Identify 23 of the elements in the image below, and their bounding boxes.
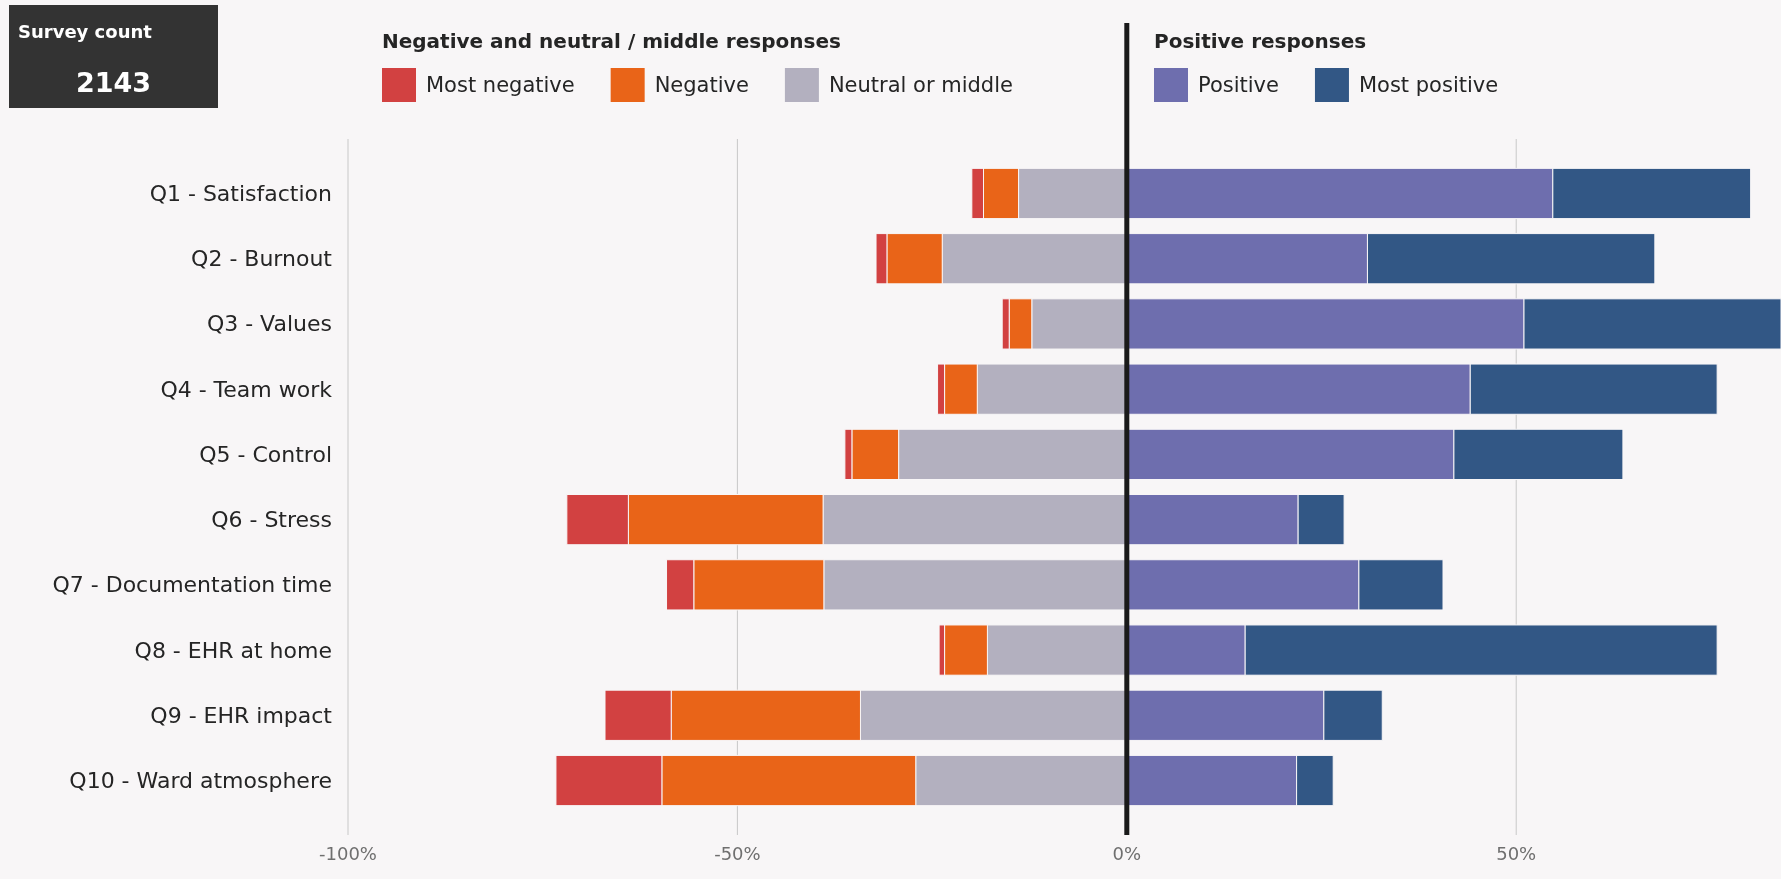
y-tick-label: Q1 - Satisfaction — [149, 180, 332, 206]
text: Survey count — [18, 20, 153, 42]
y-tick-label: Q8 - EHR at home — [134, 637, 332, 663]
x-tick-label: -100% — [319, 842, 377, 864]
y-tick-label: Q10 - Ward atmosphere — [69, 768, 332, 794]
text: Positive responses — [1154, 29, 1367, 53]
x-tick-label: 50% — [1496, 842, 1537, 864]
legend-label: Negative — [654, 73, 749, 97]
y-tick-label: Q5 - Control — [199, 441, 332, 467]
legend-label: Positive — [1198, 73, 1279, 97]
y-tick-label: Q4 - Team work — [160, 376, 333, 402]
x-tick-label: -50% — [714, 842, 761, 864]
y-tick-label: Q9 - EHR impact — [150, 702, 333, 728]
legend-label: Neutral or middle — [828, 73, 1013, 97]
text: 2143 — [75, 66, 152, 98]
y-tick-label: Q7 - Documentation time — [52, 572, 332, 598]
legend-label: Most negative — [426, 73, 575, 97]
legend-label: Most positive — [1358, 73, 1499, 97]
y-tick-label: Q2 - Burnout — [191, 246, 333, 272]
y-tick-label: Q3 - Values — [206, 311, 332, 337]
y-tick-label: Q6 - Stress — [211, 507, 332, 533]
x-tick-label: 0% — [1112, 842, 1142, 864]
text: Negative and neutral / middle responses — [382, 29, 841, 53]
